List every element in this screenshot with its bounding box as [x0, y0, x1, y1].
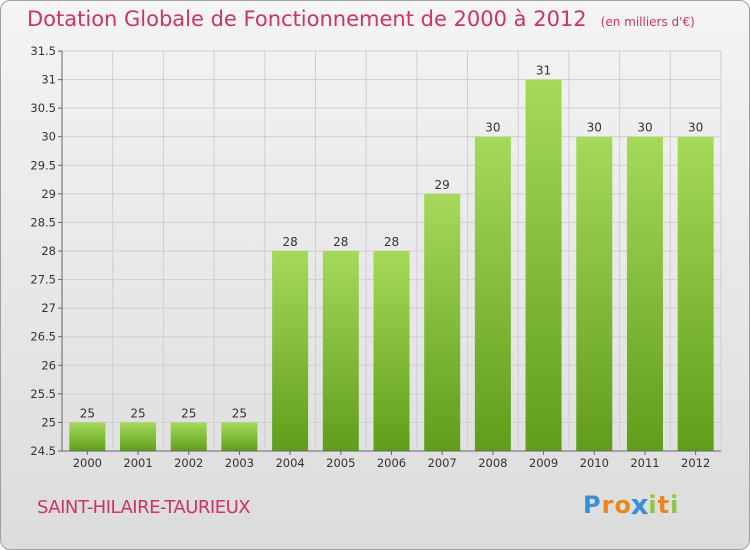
bar-2002 — [170, 422, 207, 451]
logo-letter: P — [583, 491, 602, 519]
value-label: 28 — [384, 235, 399, 249]
y-tick-label: 30.5 — [30, 101, 56, 115]
logo-letter: i — [670, 491, 680, 519]
x-tick-label: 2001 — [123, 456, 152, 470]
x-tick-label: 2011 — [630, 456, 659, 470]
bar-2008 — [474, 136, 511, 451]
unit-note: (en milliers d'€) — [600, 15, 695, 29]
value-label: 25 — [181, 406, 196, 420]
y-tick-label: 26 — [41, 358, 56, 372]
x-tick-label: 2000 — [73, 456, 102, 470]
labels: 24.5 25 25.5 26 26.5 27 27.5 28 28.5 29 29.5 30 30.5… — [30, 44, 710, 470]
x-tick-label: 2003 — [225, 456, 254, 470]
y-tick-label: 27.5 — [30, 273, 56, 287]
y-tick-label: 31 — [41, 73, 56, 87]
logo-letter: i — [648, 491, 658, 519]
logo-letter: x — [630, 488, 650, 522]
value-label: 29 — [435, 178, 450, 192]
x-tick-label: 2010 — [580, 456, 609, 470]
x-tick-label: 2005 — [326, 456, 355, 470]
x-tick-label: 2004 — [275, 456, 304, 470]
y-tick-label: 24.5 — [30, 444, 56, 458]
chart-title-text: Dotation Globale de Fonctionnement de 20… — [27, 7, 587, 31]
y-tick-label: 29.5 — [30, 158, 56, 172]
bars — [69, 79, 714, 452]
bar-2007 — [424, 193, 461, 451]
bar-2006 — [373, 251, 410, 451]
x-tick-label: 2006 — [377, 456, 406, 470]
y-tick-label: 25.5 — [30, 387, 56, 401]
x-tick-label: 2012 — [681, 456, 710, 470]
value-label: 25 — [232, 406, 247, 420]
bar-2009 — [525, 79, 562, 452]
y-tick-label: 25 — [41, 415, 56, 429]
logo-letter: o — [614, 491, 632, 519]
y-tick-label: 26.5 — [30, 330, 56, 344]
value-label: 30 — [587, 121, 602, 135]
x-tick-label: 2007 — [428, 456, 457, 470]
x-tick-label: 2008 — [478, 456, 507, 470]
value-label: 25 — [80, 406, 95, 420]
bar-2005 — [322, 251, 359, 451]
bar-2010 — [576, 136, 613, 451]
y-tick-label: 30 — [41, 130, 56, 144]
bar-2001 — [120, 422, 157, 451]
value-label: 30 — [485, 121, 500, 135]
x-tick-label: 2009 — [529, 456, 558, 470]
axes — [58, 50, 721, 455]
y-tick-label: 27 — [41, 301, 56, 315]
city-name: SAINT-HILAIRE-TAURIEUX — [37, 497, 251, 518]
value-label: 25 — [130, 406, 145, 420]
y-tick-label: 28 — [41, 244, 56, 258]
proxiti-logo[interactable]: Proxiti — [583, 488, 680, 522]
y-tick-label: 29 — [41, 187, 56, 201]
y-tick-label: 28.5 — [30, 215, 56, 229]
logo-letter: t — [657, 491, 671, 519]
value-label: 30 — [688, 121, 703, 135]
logo-letter: r — [601, 491, 615, 519]
bar-2003 — [221, 422, 258, 451]
bar-2000 — [69, 422, 106, 451]
value-label: 28 — [333, 235, 348, 249]
bar-2011 — [626, 136, 663, 451]
x-tick-label: 2002 — [174, 456, 203, 470]
value-label: 28 — [282, 235, 297, 249]
value-label: 31 — [536, 64, 551, 78]
chart-title: Dotation Globale de Fonctionnement de 20… — [27, 7, 695, 31]
bar-2012 — [677, 136, 714, 451]
bar-2004 — [272, 251, 309, 451]
y-tick-label: 31.5 — [30, 44, 56, 58]
value-label: 30 — [637, 121, 652, 135]
